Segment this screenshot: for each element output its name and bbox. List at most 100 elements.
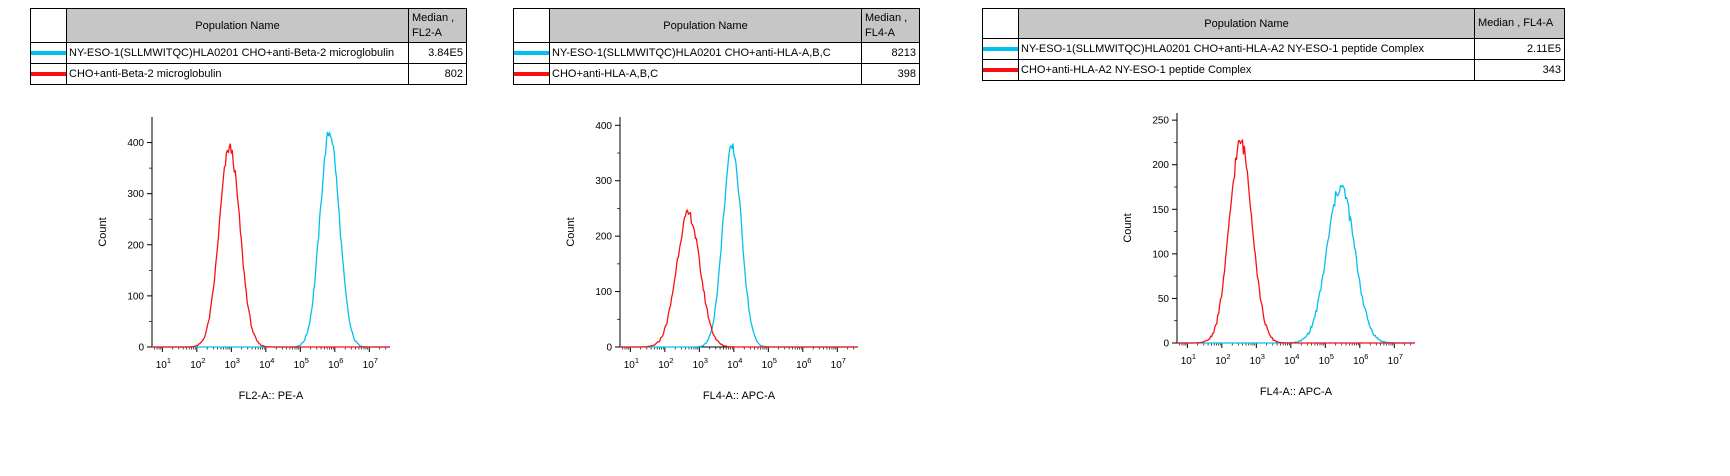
table-header-row: Population Name Median , FL2-A [30, 8, 467, 43]
population-table: Population Name Median , FL4-A NY-ESO-1(… [513, 8, 920, 85]
y-tick-label: 400 [127, 138, 144, 149]
y-tick-label: 250 [1152, 116, 1169, 127]
table-row: NY-ESO-1(SLLMWITQC)HLA0201 CHO+anti-HLA-… [513, 42, 920, 64]
series-swatch-cell [982, 38, 1019, 60]
series-color-swatch [983, 68, 1018, 72]
table-header-row: Population Name Median , FL4-A [513, 8, 920, 43]
table-row: NY-ESO-1(SLLMWITQC)HLA0201 CHO+anti-HLA-… [982, 38, 1565, 60]
series-color-swatch [514, 51, 549, 55]
flow-panel-fl4a-peptide-complex: Population Name Median , FL4-A NY-ESO-1(… [982, 8, 1565, 407]
series-swatch-cell [513, 42, 550, 64]
histogram-curve [619, 209, 858, 348]
median-value-cell: 398 [861, 63, 920, 85]
median-value-cell: 8213 [861, 42, 920, 64]
y-tick-label: 400 [595, 121, 612, 132]
x-tick-label: 106 [796, 356, 811, 371]
population-name-header: Population Name [549, 8, 862, 43]
x-axis-label: FL2-A:: PE-A [238, 390, 303, 402]
population-name-cell: CHO+anti-HLA-A,B,C [549, 63, 862, 85]
y-tick-label: 300 [127, 189, 144, 200]
x-tick-label: 104 [1284, 352, 1299, 367]
median-value-cell: 343 [1474, 59, 1565, 81]
x-tick-label: 101 [1180, 352, 1195, 367]
x-tick-label: 103 [1249, 352, 1264, 367]
table-row: CHO+anti-HLA-A,B,C 398 [513, 63, 920, 85]
histogram-curve [151, 143, 390, 348]
y-axis-label: Count [1122, 213, 1134, 242]
x-tick-label: 107 [830, 356, 845, 371]
x-tick-label: 106 [328, 356, 343, 371]
y-tick-label: 0 [606, 343, 612, 354]
y-tick-label: 0 [1163, 339, 1169, 350]
flow-cytometry-panels: Population Name Median , FL2-A NY-ESO-1(… [30, 8, 1565, 411]
histogram-curve [151, 131, 390, 348]
x-tick-label: 106 [1353, 352, 1368, 367]
histogram-svg: 0 100 200 300 400 101 102 103 104 105 106 107 Count F… [97, 117, 390, 402]
population-name-cell: CHO+anti-HLA-A2 NY-ESO-1 peptide Complex [1018, 59, 1475, 81]
y-tick-label: 200 [1152, 160, 1169, 171]
swatch-header-cell [30, 8, 67, 43]
x-tick-label: 103 [224, 356, 239, 371]
x-tick-label: 103 [692, 356, 707, 371]
y-axis-label: Count [97, 217, 109, 246]
table-row: CHO+anti-Beta-2 microglobulin 802 [30, 63, 467, 85]
x-tick-label: 102 [1215, 352, 1230, 367]
x-tick-label: 101 [623, 356, 638, 371]
series-swatch-cell [30, 63, 67, 85]
flow-panel-fl4a-hla-abc: Population Name Median , FL4-A NY-ESO-1(… [513, 8, 920, 411]
population-table: Population Name Median , FL2-A NY-ESO-1(… [30, 8, 467, 85]
x-tick-label: 102 [190, 356, 205, 371]
y-tick-label: 100 [595, 287, 612, 298]
x-tick-label: 105 [293, 356, 308, 371]
swatch-header-cell [982, 8, 1019, 39]
x-tick-label: 107 [362, 356, 377, 371]
table-header-row: Population Name Median , FL4-A [982, 8, 1565, 39]
x-tick-label: 104 [259, 356, 274, 371]
population-name-header: Population Name [1018, 8, 1475, 39]
y-tick-label: 200 [127, 240, 144, 251]
series-color-swatch [31, 51, 66, 55]
y-tick-label: 0 [138, 343, 144, 354]
histogram-chart: 0 50 100 150 200 250 101 102 103 104 105 106 107 Coun… [982, 103, 1565, 407]
series-swatch-cell [513, 63, 550, 85]
histogram-curve [1176, 139, 1415, 344]
series-color-swatch [31, 72, 66, 76]
flow-panel-fl2a: Population Name Median , FL2-A NY-ESO-1(… [30, 8, 467, 411]
population-table: Population Name Median , FL4-A NY-ESO-1(… [982, 8, 1565, 81]
x-axis-label: FL4-A:: APC-A [1259, 386, 1332, 398]
population-name-cell: NY-ESO-1(SLLMWITQC)HLA0201 CHO+anti-HLA-… [549, 42, 862, 64]
median-header: Median , FL2-A [408, 8, 467, 43]
x-tick-label: 107 [1387, 352, 1402, 367]
y-tick-label: 150 [1152, 205, 1169, 216]
x-tick-label: 105 [1318, 352, 1333, 367]
histogram-chart: 0 100 200 300 400 101 102 103 104 105 106 107 Count F… [30, 107, 467, 411]
median-value-cell: 3.84E5 [408, 42, 467, 64]
series-color-swatch [983, 47, 1018, 51]
x-tick-label: 104 [727, 356, 742, 371]
y-tick-label: 300 [595, 176, 612, 187]
swatch-header-cell [513, 8, 550, 43]
histogram-curve [619, 143, 858, 348]
y-tick-label: 100 [127, 291, 144, 302]
series-color-swatch [514, 72, 549, 76]
series-swatch-cell [30, 42, 67, 64]
x-tick-label: 102 [658, 356, 673, 371]
histogram-svg: 0 100 200 300 400 101 102 103 104 105 106 107 Count F… [565, 117, 858, 402]
histogram-chart: 0 100 200 300 400 101 102 103 104 105 106 107 Count F… [513, 107, 920, 411]
y-axis-label: Count [565, 217, 577, 246]
table-row: CHO+anti-HLA-A2 NY-ESO-1 peptide Complex… [982, 59, 1565, 81]
population-name-header: Population Name [66, 8, 409, 43]
table-row: NY-ESO-1(SLLMWITQC)HLA0201 CHO+anti-Beta… [30, 42, 467, 64]
histogram-curve [1176, 184, 1415, 344]
y-tick-label: 200 [595, 232, 612, 243]
y-tick-label: 100 [1152, 249, 1169, 260]
y-tick-label: 50 [1157, 294, 1169, 305]
x-tick-label: 101 [155, 356, 170, 371]
x-tick-label: 105 [761, 356, 776, 371]
median-value-cell: 802 [408, 63, 467, 85]
population-name-cell: NY-ESO-1(SLLMWITQC)HLA0201 CHO+anti-HLA-… [1018, 38, 1475, 60]
median-value-cell: 2.11E5 [1474, 38, 1565, 60]
population-name-cell: CHO+anti-Beta-2 microglobulin [66, 63, 409, 85]
median-header: Median , FL4-A [861, 8, 920, 43]
series-swatch-cell [982, 59, 1019, 81]
